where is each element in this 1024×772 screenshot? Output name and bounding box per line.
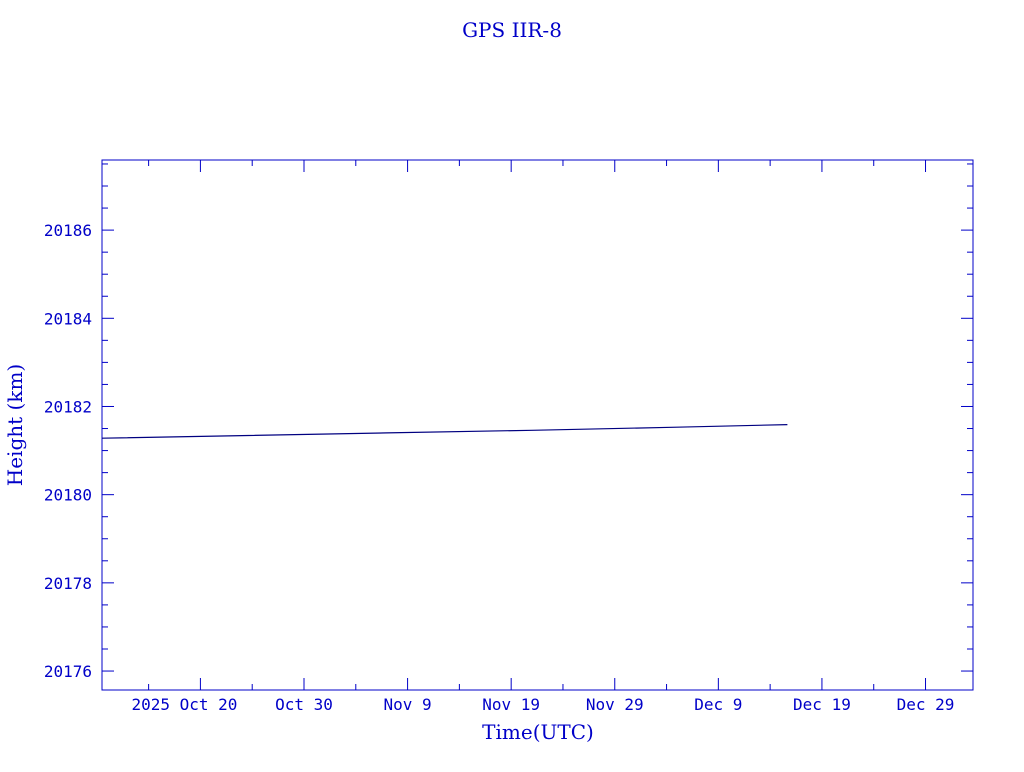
x-tick-label: Nov 9: [383, 695, 431, 714]
x-axis-label: Time(UTC): [482, 720, 594, 744]
y-tick-label: 20178: [44, 574, 92, 593]
y-tick-label: 20184: [44, 309, 92, 328]
x-tick-label: Nov 29: [586, 695, 644, 714]
y-axis-label: Height (km): [3, 364, 27, 486]
plot-frame: [101, 159, 974, 691]
y-tick-label: 20176: [44, 662, 92, 681]
x-tick-label: Dec 29: [897, 695, 955, 714]
height-series-line: [101, 424, 788, 439]
y-tick-label: 20186: [44, 221, 92, 240]
y-tick-label: 20182: [44, 397, 92, 416]
x-tick-label: Oct 30: [275, 695, 333, 714]
chart-title: GPS IIR-8: [462, 18, 562, 42]
x-tick-label: Dec 9: [694, 695, 742, 714]
x-tick-label: Nov 19: [482, 695, 540, 714]
x-tick-label: 2025 Oct 20: [131, 695, 237, 714]
y-tick-label: 20180: [44, 486, 92, 505]
x-tick-label: Dec 19: [793, 695, 851, 714]
